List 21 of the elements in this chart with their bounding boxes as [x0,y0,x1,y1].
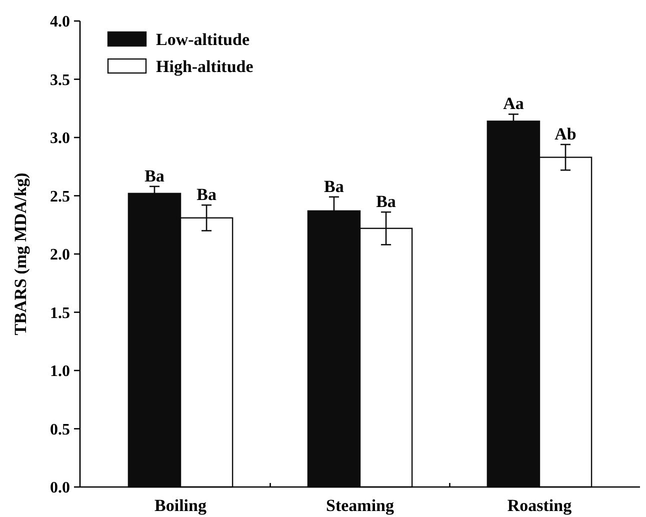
x-tick-label: Roasting [507,496,572,515]
legend-label: High-altitude [156,56,254,76]
data-label: Aa [503,94,524,114]
y-tick-label: 2.5 [50,188,70,206]
y-tick-label: 2.0 [50,246,70,264]
y-tick-label: 3.5 [50,72,70,89]
y-tick-label: 4.0 [50,14,70,31]
data-label: Ba [196,185,217,204]
y-axis-title: TBARS (mg MDA/kg) [11,172,30,336]
y-tick-label: 0.5 [50,421,70,438]
data-label: Ba [144,166,165,186]
data-label: Ba [324,176,344,196]
x-tick-label: Boiling [154,496,207,515]
y-tick-label: 1.5 [50,304,70,322]
legend-label: Low-altitude [156,30,250,49]
x-tick-label: Steaming [326,496,394,515]
y-tick-label: 3.0 [50,130,70,148]
data-label: Ba [376,192,396,212]
data-label: Ab [554,124,576,144]
y-tick-label: 1.0 [50,363,70,380]
y-tick-label: 0.0 [50,480,70,497]
